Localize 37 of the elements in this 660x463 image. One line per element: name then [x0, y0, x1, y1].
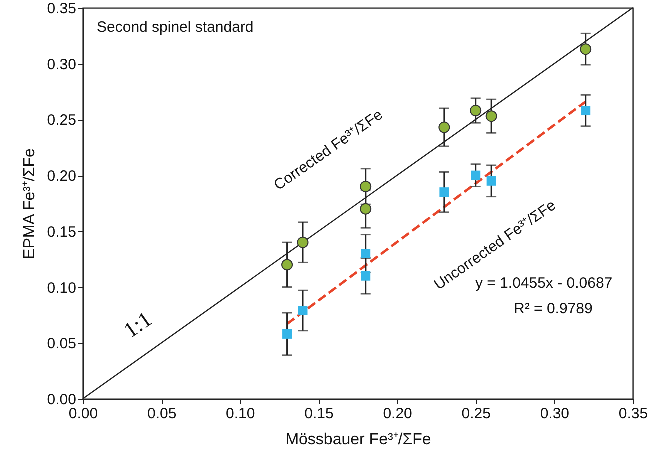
annotation: Second spinel standard: [97, 19, 254, 36]
annotation: 1:1: [119, 306, 156, 343]
x-tick-label: 0.20: [383, 406, 412, 422]
point: [297, 236, 309, 248]
y-tick-label: 0.15: [47, 224, 76, 241]
x-tick-label: 0.25: [462, 406, 491, 422]
point: [360, 203, 372, 215]
y-tick-label: 0.00: [47, 392, 76, 408]
point: [361, 271, 371, 281]
point: [282, 329, 292, 339]
point: [471, 170, 481, 180]
y-tick-label: 0.20: [47, 168, 76, 186]
point: [298, 306, 308, 316]
y-tick-label: 0.30: [47, 56, 76, 74]
x-tick-label: 0.00: [68, 406, 98, 422]
y-tick-label: 0.25: [47, 112, 76, 130]
point: [486, 110, 498, 122]
y-tick-label: 0.10: [47, 280, 76, 297]
x-tick-label: 0.30: [540, 406, 570, 422]
point: [470, 105, 482, 117]
point: [580, 44, 592, 56]
annotation: R² = 0.9789: [514, 300, 593, 318]
point: [581, 106, 591, 116]
y-tick-label: 0.05: [47, 336, 76, 353]
point: [486, 176, 496, 186]
x-tick-label: 0.15: [304, 406, 334, 422]
y-tick-label: 0.35: [47, 0, 76, 18]
x-tick-label: 0.05: [147, 406, 177, 422]
point: [282, 259, 294, 271]
point: [360, 181, 372, 192]
x-axis-title: Mössbauer Fe³⁺/ΣFe: [286, 432, 432, 448]
x-tick-label: 0.10: [226, 406, 256, 422]
x-tick-label: 0.35: [618, 406, 648, 422]
point: [438, 122, 450, 134]
y-axis-title: EPMA Fe³⁺/ΣFe: [21, 148, 38, 260]
point: [440, 188, 450, 198]
point: [361, 249, 371, 259]
